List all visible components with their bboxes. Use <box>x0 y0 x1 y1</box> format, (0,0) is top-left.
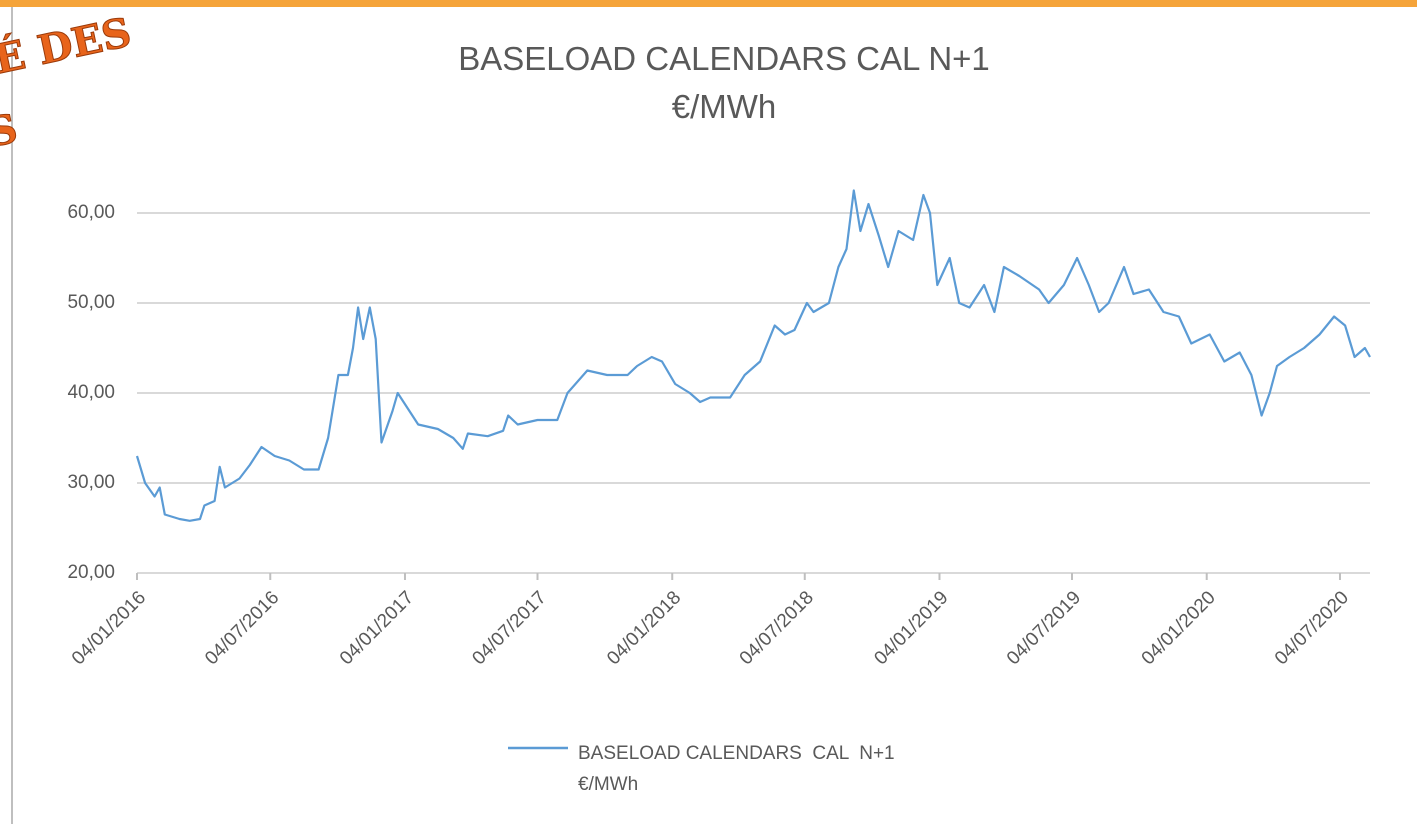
x-tick-label: 04/01/2019 <box>870 587 952 669</box>
x-tick-label: 04/07/2018 <box>736 587 818 669</box>
x-tick-label: 04/07/2020 <box>1271 587 1353 669</box>
logo-text: É DES <box>0 9 135 84</box>
x-tick-label: 04/07/2019 <box>1003 587 1085 669</box>
x-tick-label: 04/07/2016 <box>201 587 283 669</box>
y-tick-label: 20,00 <box>67 562 115 583</box>
x-tick-label: 04/01/2018 <box>603 587 685 669</box>
y-tick-label: 40,00 <box>67 382 115 403</box>
top-bar <box>0 0 1417 7</box>
x-tick-label: 04/01/2017 <box>336 587 418 669</box>
chart-subtitle: €/MWh <box>672 88 777 125</box>
legend-label: BASELOAD CALENDARS CAL N+1 €/MWh <box>578 743 900 795</box>
y-tick-label: 30,00 <box>67 472 115 493</box>
x-tick-label: 04/07/2017 <box>468 587 550 669</box>
chart-title: BASELOAD CALENDARS CAL N+1 <box>458 40 990 77</box>
y-tick-label: 50,00 <box>67 292 115 313</box>
plot-area: 20,00 30,00 40,00 50,00 60,00 04/01/2016 04/07… <box>67 189 1371 669</box>
logo-text: S <box>0 105 22 157</box>
y-tick-label: 60,00 <box>67 202 115 223</box>
x-tick-label: 04/01/2020 <box>1138 587 1220 669</box>
x-tick-label: 04/01/2016 <box>68 587 150 669</box>
data-line <box>135 189 1371 522</box>
